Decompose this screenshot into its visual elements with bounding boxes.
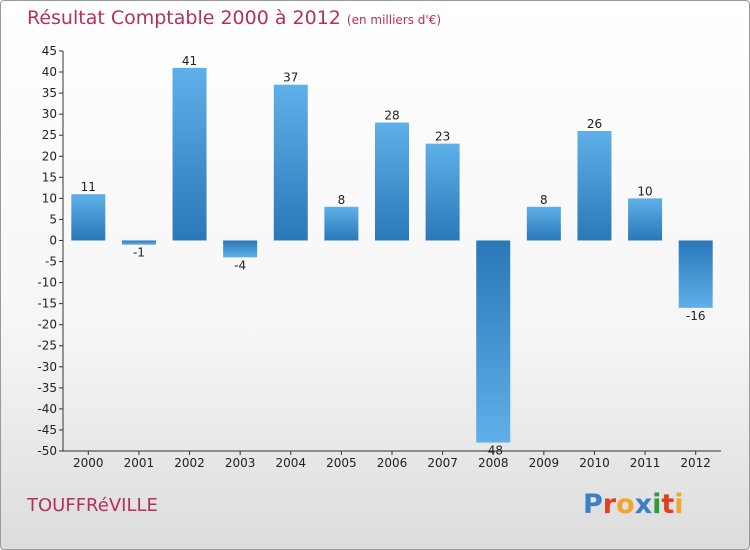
logo-letter: i [652,489,661,520]
logo-letter: x [635,489,652,520]
y-tick-label: -25 [37,339,57,353]
data-label: 26 [587,117,602,131]
bar-2009 [527,207,561,241]
y-tick-label: -15 [37,297,57,311]
y-tick-label: -50 [37,444,57,458]
x-tick-label: 2009 [529,456,560,470]
bar-2012 [679,240,713,307]
bar-2000 [71,194,105,240]
y-tick-label: 15 [42,170,57,184]
y-tick-label: -30 [37,360,57,374]
data-label: 8 [338,193,346,207]
x-tick-label: 2002 [174,456,205,470]
x-tick-label: 2008 [478,456,509,470]
bar-2005 [324,207,358,241]
data-label: -4 [234,258,246,272]
data-label: 23 [435,130,450,144]
bar-2003 [223,240,257,257]
y-tick-label: 10 [42,191,57,205]
data-label: 37 [283,71,298,85]
y-tick-label: 0 [49,233,57,247]
logo-letter: i [674,489,683,520]
x-tick-label: 2005 [326,456,357,470]
logo-letter: t [661,489,674,520]
data-label: 28 [384,109,399,123]
x-tick-label: 2006 [377,456,408,470]
y-tick-label: -40 [37,402,57,416]
y-tick-label: -20 [37,318,57,332]
x-tick-label: 2001 [124,456,155,470]
data-label: -1 [133,246,145,260]
bar-2010 [577,131,611,240]
data-label: -16 [686,309,706,323]
chart-bars [71,68,712,443]
y-tick-label: -5 [45,255,57,269]
bar-2006 [375,123,409,241]
y-tick-label: 45 [42,44,57,58]
x-tick-label: 2004 [275,456,306,470]
proxiti-logo: Proxiti [583,489,684,520]
y-tick-label: 25 [42,128,57,142]
x-tick-label: 2011 [630,456,661,470]
data-label: -48 [483,444,503,458]
x-tick-label: 2007 [427,456,458,470]
y-tick-label: -10 [37,276,57,290]
x-tick-label: 2003 [225,456,256,470]
bar-2001 [122,240,156,244]
y-tick-label: -45 [37,423,57,437]
bar-2002 [173,68,207,241]
data-label: 11 [81,180,96,194]
data-label: 41 [182,54,197,68]
x-tick-label: 2012 [680,456,711,470]
x-tick-label: 2010 [579,456,610,470]
bar-chart: 45 40 35 30 25 20 15 10 5 0 -5 -10 -15 -20 -25 -30 -35 -4… [1,1,750,550]
chart-frame: Résultat Comptable 2000 à 2012 (en millie… [0,0,750,550]
y-tick-label: 5 [49,212,57,226]
x-tick-label: 2000 [73,456,104,470]
y-tick-label: 40 [42,65,57,79]
bar-2007 [426,144,460,241]
bar-2008 [476,240,510,442]
data-label: 8 [540,193,548,207]
data-label: 10 [637,184,652,198]
y-tick-label: 35 [42,86,57,100]
y-tick-label: 20 [42,149,57,163]
logo-letter: P [583,489,603,520]
logo-letter: r [603,489,616,520]
bar-2004 [274,85,308,241]
y-tick-label: -35 [37,381,57,395]
y-tick-label: 30 [42,107,57,121]
town-name: TOUFFRéVILLE [27,495,158,516]
logo-letter: o [616,489,635,520]
bar-2011 [628,198,662,240]
